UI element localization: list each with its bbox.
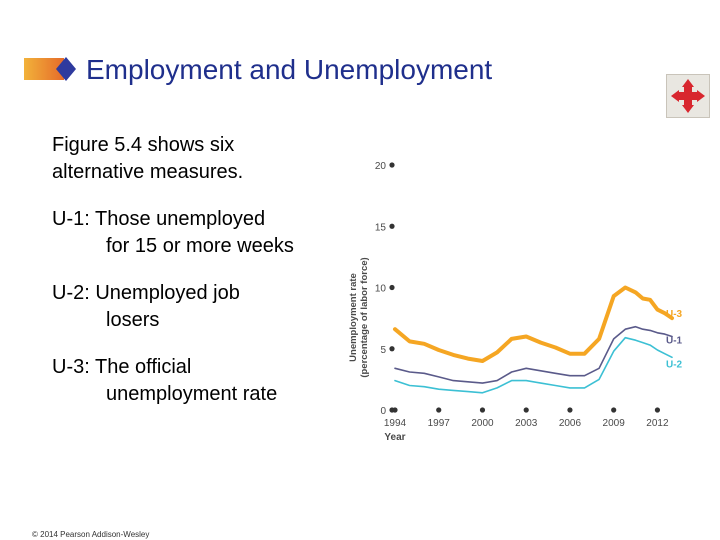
x-tick-marker [611,407,617,413]
x-tick-label: 1994 [384,418,407,429]
x-tick-marker [392,407,398,413]
y-tick-label: 5 [380,345,386,356]
y-tick-label: 20 [375,161,387,172]
series-group [393,285,674,394]
y-tick-marker [389,162,395,168]
series-line-u-1 [394,325,673,384]
bullet-item: Figure 5.4 shows six alternative measure… [52,132,352,186]
bullet-line: U-3: The official [52,356,192,378]
y-tick-marker [389,346,395,352]
four-way-arrows-icon [671,79,705,113]
y-axis-label: Unemployment rate [348,273,359,362]
bullet-line: losers [106,309,160,331]
x-tick-label: 2009 [603,418,626,429]
legend-label-u-1: U-1 [666,336,683,347]
x-tick-label: 2000 [471,418,494,429]
copyright-notice: © 2014 Pearson Addison-Wesley [32,530,150,539]
x-tick-marker [479,407,486,413]
unemployment-chart: Unemployment rate (percentage of labor fo… [348,161,683,443]
bullet-list: Figure 5.4 shows six alternative measure… [52,132,352,428]
bullet-line: U-1: Those unemployed [52,208,266,230]
x-tick-label: 1997 [428,418,451,429]
x-tick-marker [436,407,442,413]
y-tick-label: 10 [375,284,387,295]
legend-label-u-3: U-3 [666,309,683,320]
x-axis-label: Year [384,432,405,443]
x-tick-label: 2006 [559,418,582,429]
bullet-line: unemployment rate [106,383,278,405]
slide-title: Employment and Unemployment [86,54,493,85]
title-bullet-icon [24,57,76,81]
series-line-u-3 [393,285,674,363]
x-tick-group: 1994 1997 2000 2003 2006 2009 2012 Year [384,407,669,443]
y-tick-label: 0 [380,406,386,417]
y-tick-marker [389,223,395,229]
bullet-line: Figure 5.4 shows six [52,134,235,156]
bullet-line: for 15 or more weeks [106,235,294,257]
y-tick-label: 15 [375,222,387,233]
y-tick-marker [389,284,395,291]
x-tick-label: 2003 [515,418,538,429]
bullet-item: U-2: Unemployed job losers [52,280,352,334]
y-tick-group: 0 5 10 15 20 [375,161,395,417]
legend-group: U-3 U-1 U-2 [666,309,683,370]
series-line-u-2 [394,336,673,394]
bullet-line: alternative measures. [52,161,244,183]
bullet-item: U-1: Those unemployed for 15 or more wee… [52,206,352,260]
x-tick-label: 2012 [646,418,669,429]
legend-label-u-2: U-2 [666,359,683,370]
y-axis-label: (percentage of labor force) [359,257,370,377]
y-axis-label-group: Unemployment rate (percentage of labor fo… [348,257,370,377]
navigation-button[interactable] [666,74,710,118]
bullet-line: U-2: Unemployed job [52,282,240,304]
bullet-item: U-3: The official unemployment rate [52,354,352,408]
x-tick-marker [567,407,573,413]
x-tick-marker [654,407,661,413]
x-tick-marker [523,407,529,413]
